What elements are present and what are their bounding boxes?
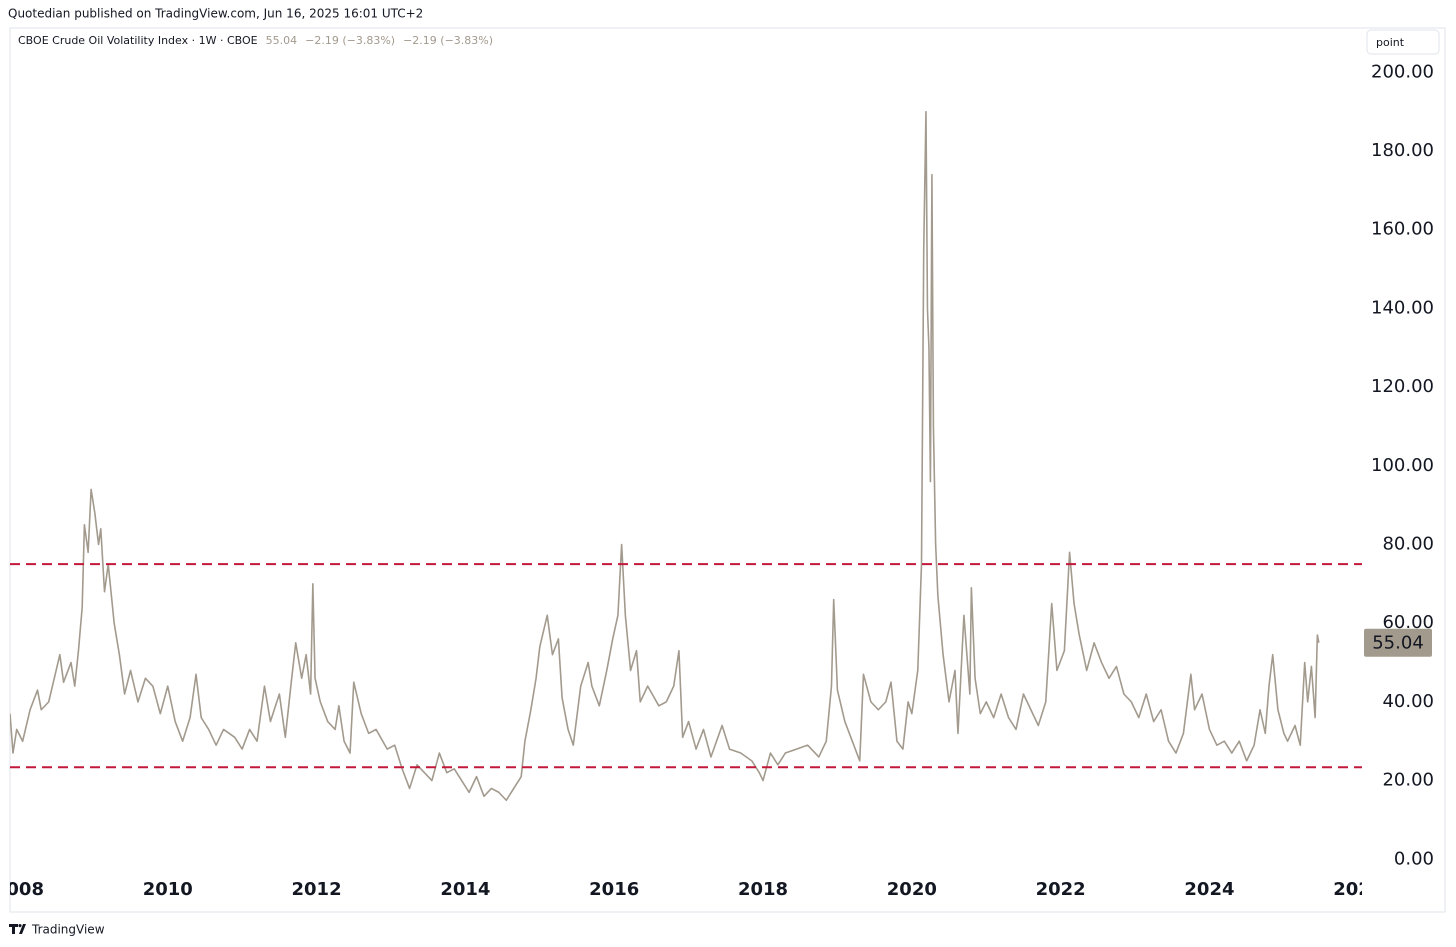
- y-tick-label: 60.00: [1382, 612, 1434, 633]
- x-tick-label: 2024: [1184, 879, 1234, 900]
- y-tick-label: 180.00: [1371, 140, 1434, 161]
- unit-button-frame[interactable]: [1366, 29, 1440, 55]
- x-tick-label: 2012: [292, 879, 342, 900]
- legend-last-value: 55.04: [266, 34, 298, 47]
- y-tick-label: 40.00: [1382, 691, 1434, 712]
- unit-button-label[interactable]: point: [1376, 36, 1405, 49]
- x-tick-label: 2018: [738, 879, 788, 900]
- unit-button[interactable]: point: [1366, 29, 1440, 55]
- last-value-label: 55.04: [1372, 633, 1424, 654]
- y-tick-label: 0.00: [1394, 848, 1434, 869]
- logo-icon: [9, 924, 26, 934]
- x-tick-label: 2010: [143, 879, 193, 900]
- x-tick-label: 2014: [440, 879, 490, 900]
- legend-change: −2.19 (−3.83%): [305, 34, 395, 47]
- legend-title: CBOE Crude Oil Volatility Index · 1W · C…: [18, 34, 258, 47]
- y-tick-label: 80.00: [1382, 533, 1434, 554]
- x-axis: 2008 2010 2012 2014 2016 2018 2020 2022 2024 2026: [0, 879, 1383, 900]
- x-tick-label: 2022: [1036, 879, 1086, 900]
- chart-frame: [9, 27, 1446, 913]
- y-tick-label: 160.00: [1371, 219, 1434, 240]
- axes: 0.00 20.00 40.00 60.00 80.00 100.00 120.00 140.…: [1371, 61, 1434, 869]
- y-tick-label: 120.00: [1371, 376, 1434, 397]
- y-tick-label: 200.00: [1371, 61, 1434, 82]
- x-tick-label: 2008: [0, 879, 44, 900]
- footer-logo: TradingView: [9, 923, 105, 937]
- y-tick-label: 140.00: [1371, 297, 1434, 318]
- published-note: Quotedian published on TradingView.com, …: [8, 7, 423, 21]
- x-tick-label: 2026: [1333, 879, 1383, 900]
- x-tick-label: 2016: [589, 879, 639, 900]
- plot-area: [10, 110, 1362, 802]
- x-tick-label: 2020: [887, 879, 937, 900]
- last-value-box: [1364, 628, 1432, 657]
- y-tick-label: 100.00: [1371, 455, 1434, 476]
- legend-change: −2.19 (−3.83%): [403, 34, 493, 47]
- footer-brand: TradingView: [31, 923, 105, 937]
- y-tick-label: 20.00: [1382, 770, 1434, 791]
- last-value-tag: 55.04: [1364, 628, 1432, 657]
- series-line: [10, 110, 1320, 802]
